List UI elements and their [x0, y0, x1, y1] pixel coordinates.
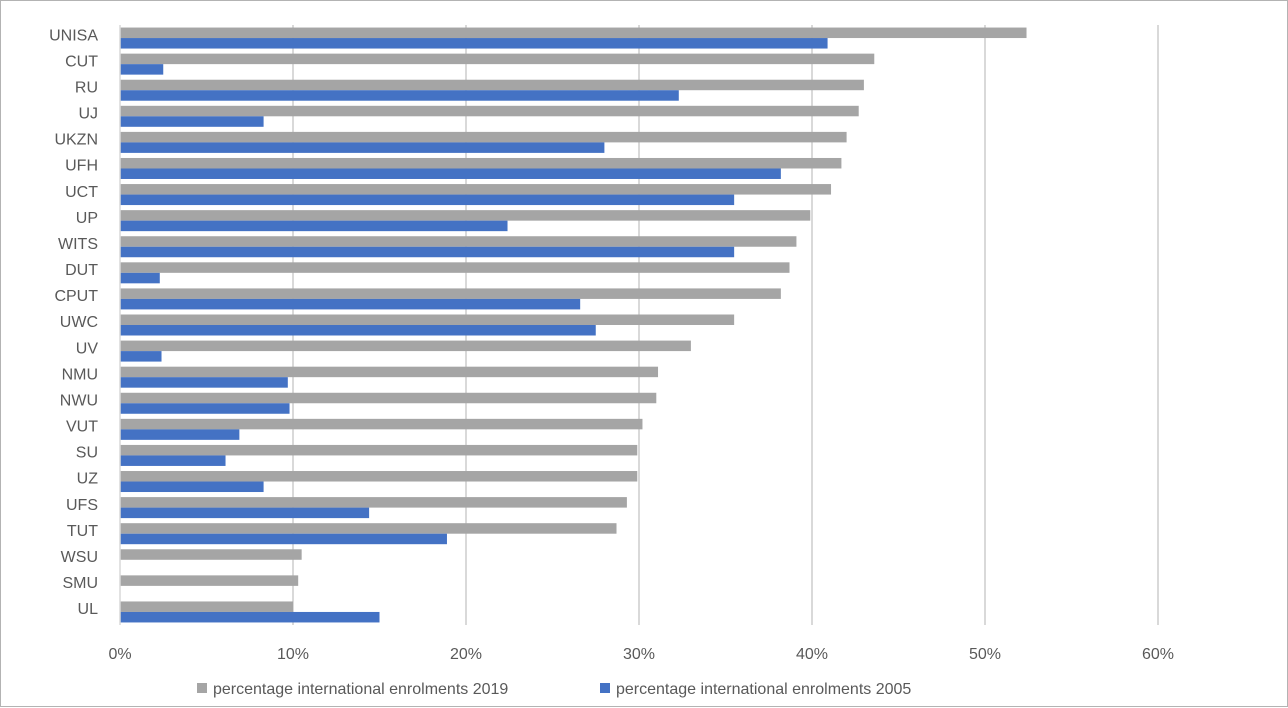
category-label-tut: TUT — [67, 523, 98, 540]
bar-2005-uz — [120, 481, 264, 493]
bar-2019-wits — [120, 236, 797, 247]
legend-label-2019: percentage international enrolments 2019 — [213, 681, 508, 698]
bar-2005-ukzn — [120, 142, 605, 153]
category-labels: UNISA CUT RU UJ UKZN UFH UCT UP WITS DUT CPUT UWC UV… — [49, 27, 98, 618]
bar-2005-tut — [120, 533, 447, 545]
x-tick-label-60pct: 60% — [1142, 646, 1174, 663]
bar-2005-ru — [120, 90, 679, 101]
bar-2019-nwu — [120, 392, 657, 404]
bar-2019-uct — [120, 184, 832, 195]
category-label-uj: UJ — [78, 106, 98, 123]
category-label-wits: WITS — [58, 236, 98, 253]
bar-2005-vut — [120, 429, 240, 440]
bar-2019-uj — [120, 105, 859, 117]
legend: percentage international enrolments 2019… — [197, 681, 911, 698]
bar-2005-cput — [120, 298, 581, 310]
category-label-uct: UCT — [65, 184, 98, 201]
bar-2005-nmu — [120, 377, 288, 388]
bar-2019-ufs — [120, 497, 627, 508]
x-tick-label-10pct: 10% — [277, 646, 309, 663]
bar-2019-ru — [120, 79, 864, 91]
x-tick-label-40pct: 40% — [796, 646, 828, 663]
bar-2005-cut — [120, 64, 164, 75]
bar-2019-dut — [120, 262, 790, 273]
bar-2005-up — [120, 220, 508, 232]
bar-2005-ufs — [120, 507, 370, 519]
bar-2019-vut — [120, 418, 643, 430]
category-label-ufh: UFH — [65, 158, 98, 175]
category-label-vut: VUT — [66, 419, 98, 436]
bar-2005-ul — [120, 611, 380, 623]
category-label-nwu: NWU — [60, 392, 98, 409]
category-label-cut: CUT — [65, 53, 98, 70]
bar-2005-uj — [120, 116, 264, 127]
category-label-dut: DUT — [65, 262, 98, 279]
category-label-wsu: WSU — [61, 549, 98, 566]
bar-2019-ul — [120, 601, 293, 612]
category-label-cput: CPUT — [54, 288, 98, 305]
bar-2005-su — [120, 455, 226, 466]
bar-2005-uwc — [120, 325, 596, 336]
category-label-ukzn: UKZN — [54, 132, 98, 149]
bar-2005-unisa — [120, 38, 828, 49]
x-tick-label-0pct: 0% — [108, 646, 131, 663]
category-label-uwc: UWC — [60, 314, 98, 331]
axes: 0% 10% 20% 30% 40% 50% 60% — [108, 25, 1174, 663]
bar-2005-wits — [120, 246, 735, 258]
legend-swatch-2019 — [197, 683, 207, 693]
legend-swatch-2005 — [600, 683, 610, 693]
bar-2019-smu — [120, 575, 299, 586]
category-label-ru: RU — [75, 79, 98, 96]
category-label-ul: UL — [78, 601, 99, 618]
category-label-unisa: UNISA — [49, 27, 98, 44]
category-label-su: SU — [76, 445, 98, 462]
bars — [120, 27, 1027, 623]
category-label-nmu: NMU — [62, 366, 98, 383]
category-label-uz: UZ — [77, 471, 99, 488]
bar-2005-nwu — [120, 403, 290, 414]
x-tick-label-30pct: 30% — [623, 646, 655, 663]
x-tick-label-20pct: 20% — [450, 646, 482, 663]
bar-2005-ufh — [120, 168, 781, 179]
bar-2019-cput — [120, 288, 781, 299]
bar-2019-uv — [120, 340, 691, 352]
bar-2019-uz — [120, 471, 638, 482]
bar-2005-dut — [120, 272, 160, 284]
bar-2019-wsu — [120, 549, 302, 560]
bar-2019-unisa — [120, 27, 1027, 39]
bar-2019-up — [120, 210, 811, 221]
bar-2005-uct — [120, 194, 735, 206]
bar-2019-tut — [120, 523, 617, 534]
bar-2019-su — [120, 444, 638, 456]
bar-2019-cut — [120, 53, 875, 65]
category-label-smu: SMU — [62, 575, 98, 592]
category-label-ufs: UFS — [66, 497, 98, 514]
legend-label-2005: percentage international enrolments 2005 — [616, 681, 911, 698]
bar-2019-ufh — [120, 157, 842, 169]
bar-2019-nmu — [120, 366, 659, 378]
bar-2019-uwc — [120, 314, 735, 325]
x-tick-label-50pct: 50% — [969, 646, 1001, 663]
bar-2019-ukzn — [120, 131, 847, 143]
category-label-uv: UV — [76, 340, 99, 357]
bar-2005-uv — [120, 351, 162, 362]
category-label-up: UP — [76, 210, 98, 227]
